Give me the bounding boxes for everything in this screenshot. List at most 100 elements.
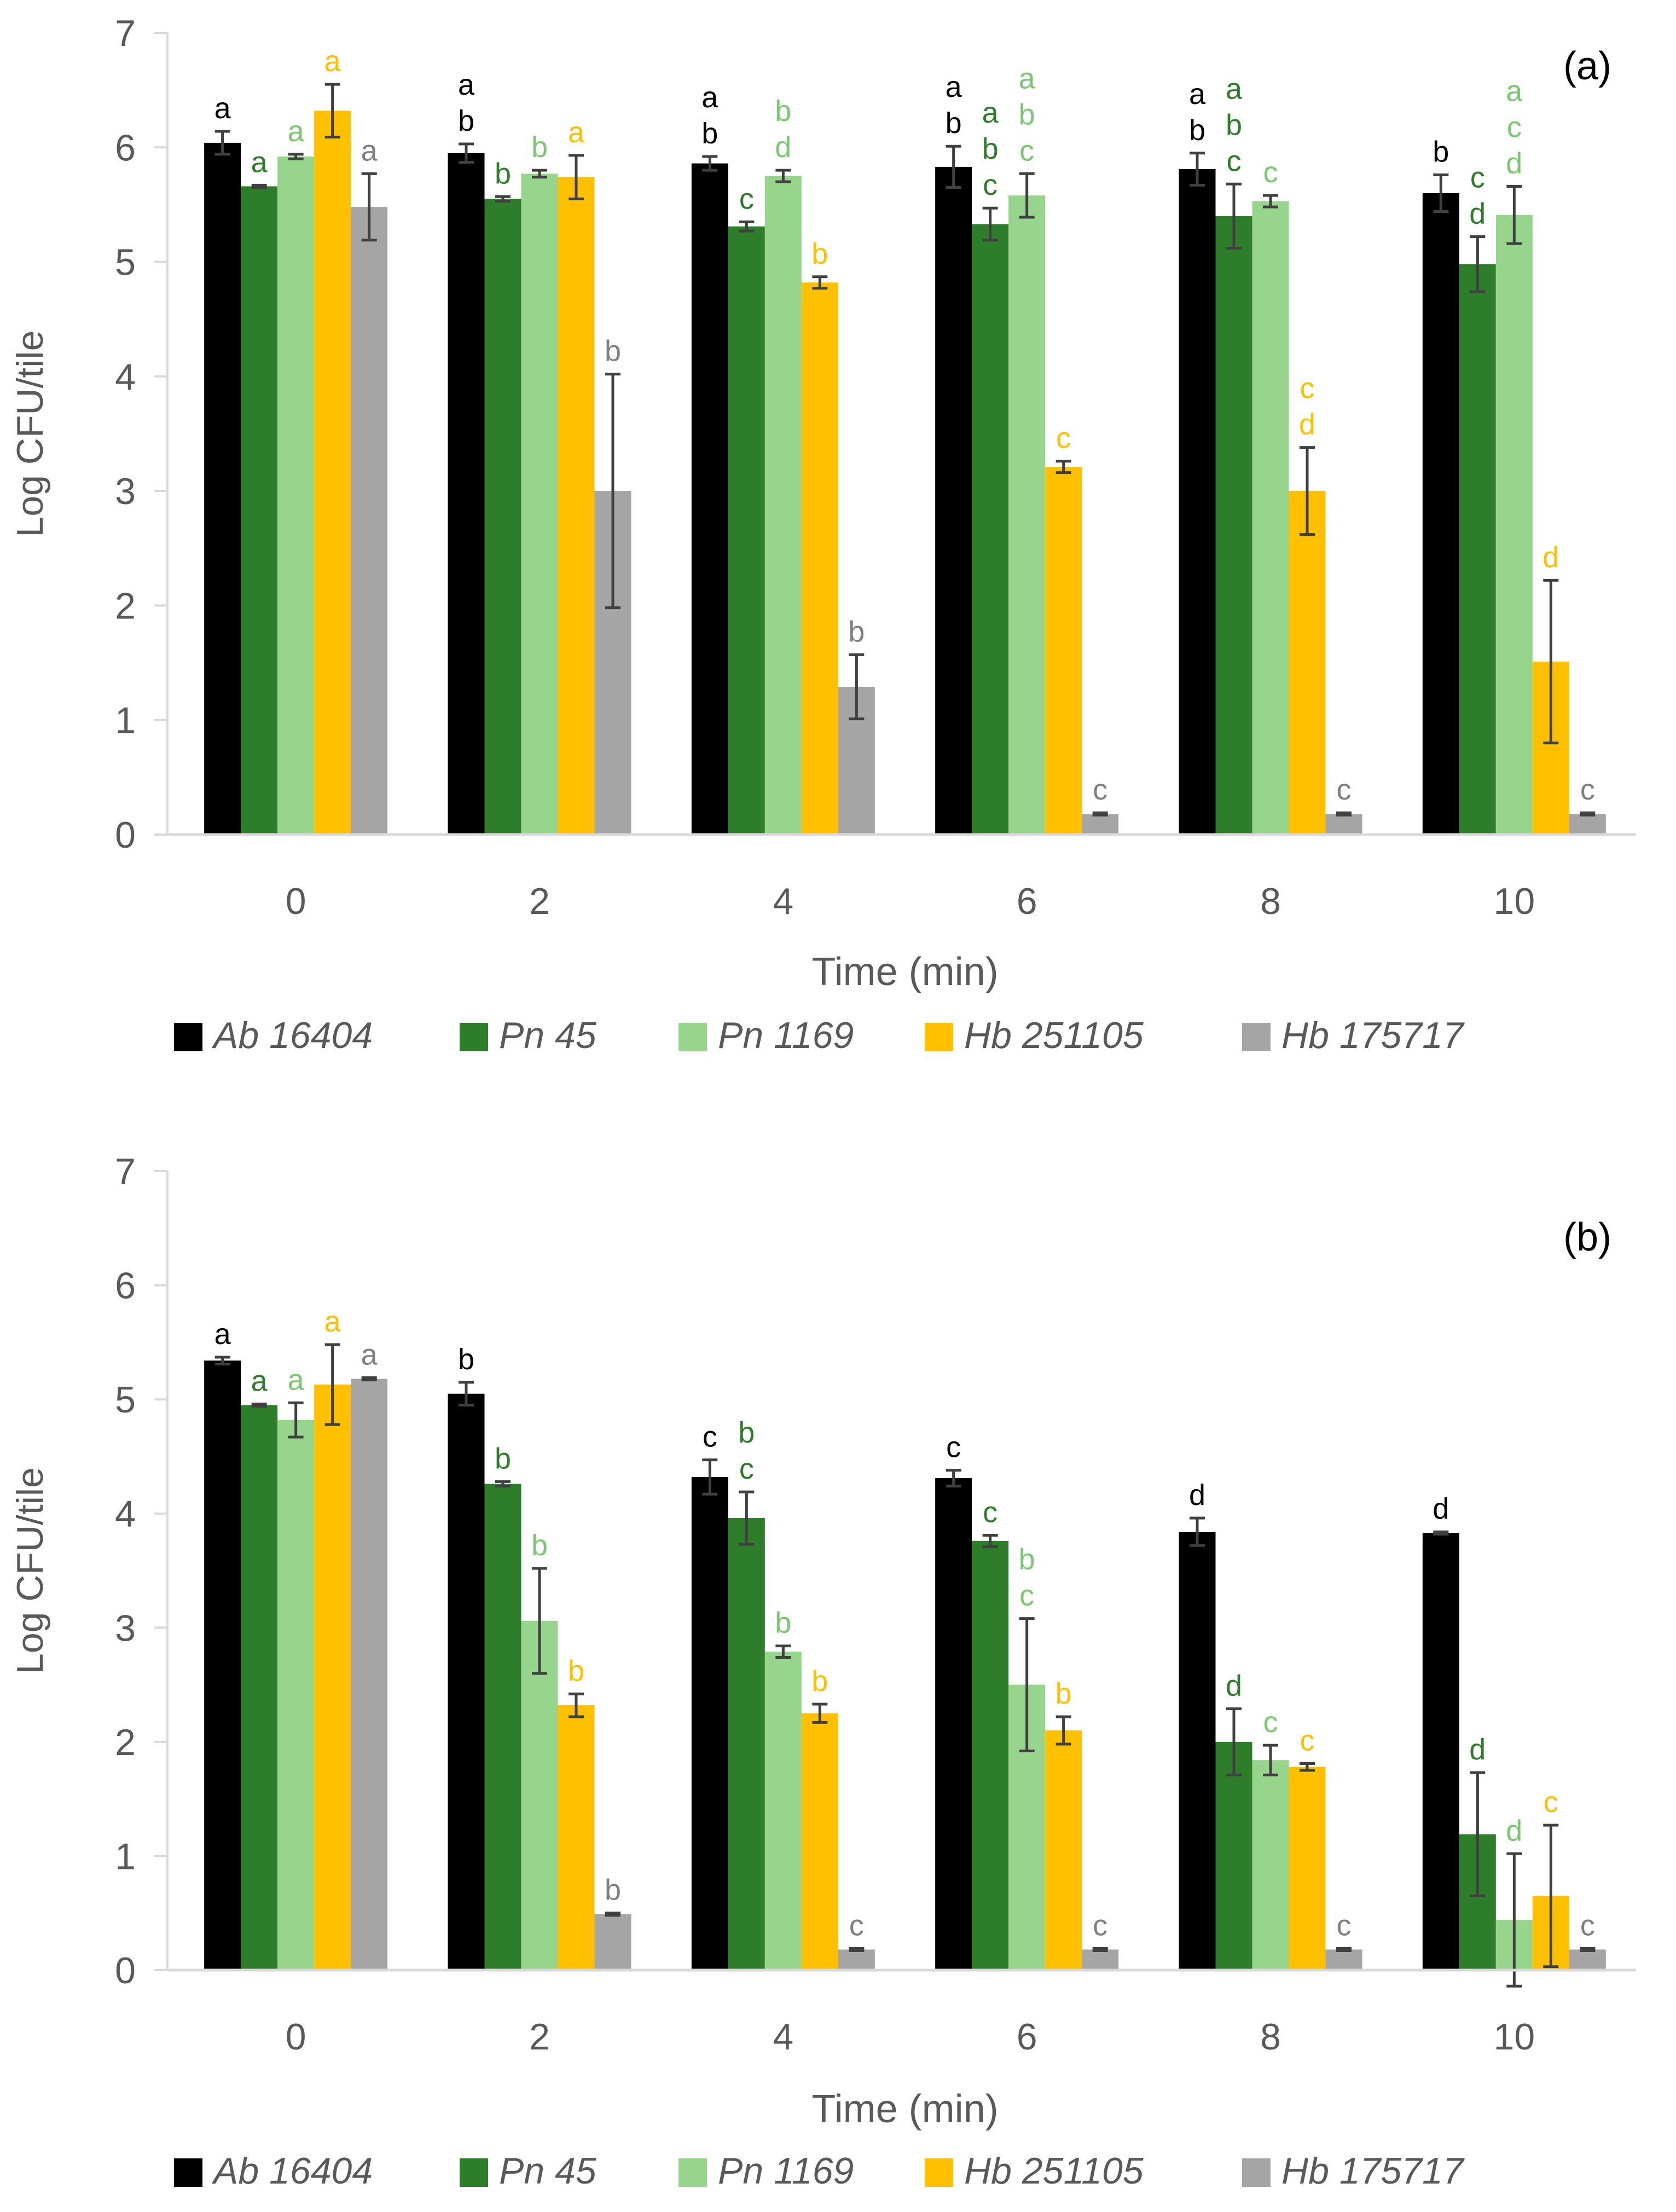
legend-label: Hb 251105: [964, 1015, 1144, 1056]
y-tick-label: 4: [115, 356, 136, 398]
legend-swatch: [1242, 2158, 1271, 2187]
y-axis-title: Log CFU/tile: [9, 1467, 51, 1674]
bar: [1215, 1741, 1252, 1970]
significance-letter: a: [251, 146, 268, 178]
legend: Ab 16404 Pn 45 Pn 1169 Hb 251105 Hb 175717: [174, 2150, 1465, 2192]
x-tick-label: 2: [529, 2016, 550, 2058]
bar: [1252, 201, 1289, 835]
bar: [728, 1518, 765, 1970]
significance-letter: d: [1299, 408, 1315, 441]
legend-label: Pn 45: [499, 2150, 596, 2192]
bar: [1289, 1767, 1326, 1970]
bar: [935, 166, 972, 835]
bar: [448, 153, 485, 835]
significance-letter: c: [983, 1496, 998, 1528]
y-tick-label: 4: [115, 1493, 136, 1535]
bar: [838, 1949, 875, 1970]
significance-letter: a: [1189, 78, 1206, 111]
significance-letter: b: [495, 1442, 511, 1475]
significance-letter: c: [946, 1431, 961, 1463]
y-tick-label: 0: [115, 814, 136, 856]
bar: [1325, 814, 1362, 835]
bar: [1495, 215, 1533, 835]
significance-letter: a: [214, 92, 231, 125]
bar: [1569, 1949, 1606, 1970]
significance-letter: a: [288, 1363, 305, 1396]
significance-letter: d: [1433, 1492, 1449, 1525]
bar: [935, 1478, 972, 1970]
legend-swatch: [460, 1023, 488, 1051]
significance-letter: b: [701, 117, 718, 150]
significance-letter: c: [739, 1452, 754, 1485]
significance-letter: b: [1019, 98, 1035, 131]
x-tick-label: 6: [1017, 2016, 1037, 2058]
bar: [558, 1705, 595, 1970]
significance-letter: d: [1542, 541, 1559, 574]
significance-letter: a: [361, 1339, 378, 1371]
significance-letter: c: [849, 1909, 864, 1942]
bar: [972, 1541, 1009, 1970]
bar: [1289, 491, 1326, 835]
significance-letter: c: [739, 182, 754, 215]
significance-letter: b: [458, 1343, 474, 1376]
legend-label: Hb 251105: [964, 2150, 1144, 2192]
bar: [1082, 814, 1119, 835]
significance-letter: c: [1019, 1579, 1034, 1612]
significance-letter: b: [568, 1654, 584, 1687]
bar: [801, 1713, 838, 1970]
bar: [1045, 1730, 1082, 1970]
significance-letter: b: [848, 615, 865, 648]
bar: [972, 224, 1009, 835]
y-tick-label: 7: [115, 1151, 136, 1192]
significance-letter: c: [1580, 773, 1595, 806]
significance-letter: c: [703, 1421, 717, 1454]
y-tick-label: 0: [115, 1950, 136, 1991]
legend-label: Pn 1169: [718, 2150, 854, 2192]
significance-letter: d: [775, 131, 791, 164]
significance-letter: c: [1093, 773, 1107, 806]
significance-letter: c: [1263, 1706, 1278, 1739]
significance-letter: a: [1019, 62, 1036, 95]
legend-swatch: [1242, 1023, 1271, 1051]
significance-letter: b: [1226, 108, 1242, 141]
significance-letter: a: [1506, 74, 1523, 107]
bar: [521, 1620, 558, 1970]
bar: [558, 177, 595, 835]
significance-letter: b: [946, 107, 962, 140]
bar: [484, 199, 521, 835]
significance-letter: b: [811, 1665, 828, 1698]
x-tick-label: 8: [1260, 2016, 1281, 2058]
legend-label: Pn 45: [499, 1015, 596, 1056]
legend-swatch: [174, 1023, 202, 1051]
significance-letter: b: [531, 131, 548, 164]
legend-swatch: [678, 2158, 707, 2187]
significance-letter: b: [775, 1607, 791, 1640]
y-tick-label: 3: [115, 1607, 136, 1649]
bar: [1325, 1949, 1362, 1970]
significance-letter: b: [531, 1529, 548, 1562]
bar: [1569, 814, 1606, 835]
bar: [1179, 169, 1216, 835]
x-tick-label: 4: [773, 2016, 793, 2058]
significance-letter: b: [1056, 1677, 1072, 1710]
y-tick-label: 1: [115, 700, 136, 742]
significance-letter: a: [982, 96, 999, 129]
significance-letter: d: [1469, 1733, 1486, 1766]
legend-label: Ab 16404: [211, 1015, 373, 1056]
y-tick-label: 7: [115, 13, 136, 54]
significance-letter: b: [605, 335, 621, 368]
significance-letter: b: [605, 1874, 621, 1907]
y-tick-label: 2: [115, 1722, 136, 1763]
y-tick-label: 2: [115, 585, 136, 627]
x-tick-label: 6: [1017, 881, 1037, 922]
significance-letter: b: [1189, 114, 1205, 147]
significance-letter: c: [983, 169, 998, 201]
bar: [351, 1379, 388, 1970]
bar: [1215, 216, 1252, 835]
significance-letter: d: [1506, 1814, 1522, 1847]
legend: Ab 16404 Pn 45 Pn 1169 Hb 251105 Hb 175717: [174, 1015, 1465, 1056]
bar: [241, 1405, 278, 1970]
significance-letter: c: [1337, 773, 1352, 806]
bar: [277, 1420, 315, 1970]
